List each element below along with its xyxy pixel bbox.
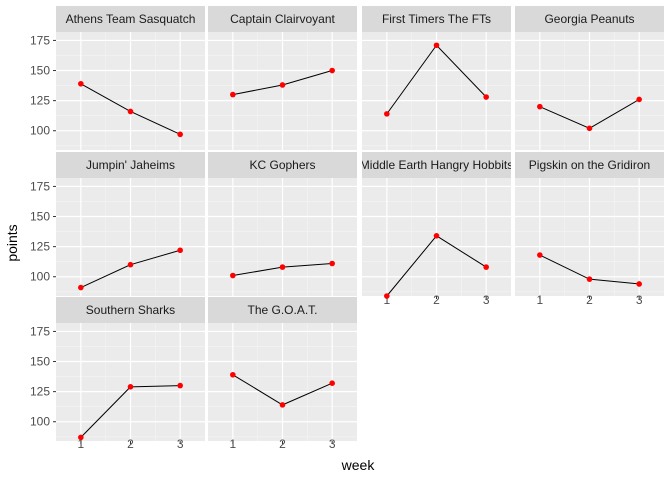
facet-panel: Athens Team Sasquatch 100 125 150 175 (30, 6, 205, 150)
facet-panel: Georgia Peanuts (515, 6, 664, 150)
data-point (127, 261, 134, 268)
data-point (586, 125, 593, 132)
y-tick-label: 125 (30, 240, 50, 254)
data-point (230, 371, 236, 378)
x-tick-label: 3 (483, 293, 490, 307)
facet-strip-label: Jumpin' Jaheims (86, 158, 175, 172)
y-tick-label: 175 (30, 179, 50, 193)
x-tick-label: 1 (536, 293, 543, 307)
facet-strip-label: First Timers The FTs (382, 12, 491, 26)
y-tick-label: 125 (30, 94, 50, 108)
data-point (279, 82, 286, 88)
facet-panel: Southern Sharks 100 125 150 175 1 2 3 (30, 297, 205, 451)
y-tick-label: 125 (30, 385, 50, 399)
data-point (177, 382, 183, 389)
data-point (78, 284, 84, 291)
data-point (586, 276, 593, 282)
x-tick-label: 2 (586, 293, 593, 307)
facet-panel: KC Gophers (208, 152, 357, 296)
facet-strip (56, 152, 205, 178)
facet-strip (208, 6, 357, 32)
data-point (384, 293, 390, 299)
data-point (177, 131, 183, 138)
y-axis-title: points (4, 224, 20, 261)
y-tick-label: 150 (30, 64, 50, 78)
facet-panels: Athens Team Sasquatch 100 125 150 175 Captain… (30, 6, 664, 451)
facet-strip-label: Athens Team Sasquatch (66, 12, 196, 26)
x-tick-label: 3 (177, 437, 184, 451)
x-tick-label: 3 (329, 437, 336, 451)
data-point (78, 80, 84, 87)
x-tick-label: 1 (77, 437, 84, 451)
x-tick-label: 2 (433, 293, 440, 307)
y-tick-label: 100 (30, 415, 50, 429)
y-tick-label: 175 (30, 33, 50, 47)
data-point (127, 108, 134, 115)
x-tick-label: 1 (229, 437, 236, 451)
facet-strip (515, 152, 664, 178)
facet-strip (56, 297, 205, 323)
data-point (230, 272, 236, 279)
x-tick-label: 2 (279, 437, 286, 451)
data-point (177, 247, 183, 254)
data-point (279, 402, 286, 408)
data-point (537, 252, 543, 258)
data-point (329, 67, 335, 74)
facet-panel: Middle Earth Hangry Hobbits 1 2 3 (360, 152, 513, 307)
data-point (483, 264, 489, 270)
data-point (127, 384, 134, 390)
facet-strip-label: The G.O.A.T. (247, 303, 317, 317)
facet-strip (362, 152, 511, 178)
data-point (433, 42, 440, 49)
facet-strip (515, 6, 664, 32)
data-point (384, 111, 390, 117)
facet-panel: Captain Clairvoyant (208, 6, 357, 150)
data-point (329, 380, 335, 387)
data-point (230, 91, 236, 98)
facet-strip (362, 6, 511, 32)
x-tick-label: 2 (127, 437, 134, 451)
y-tick-label: 150 (30, 355, 50, 369)
data-point (433, 232, 440, 239)
x-axis-title: week (341, 457, 376, 473)
y-tick-label: 100 (30, 124, 50, 138)
facet-panel: Jumpin' Jaheims 100 125 150 175 (30, 152, 205, 296)
facet-panel: Pigskin on the Gridiron 1 2 3 (515, 152, 664, 307)
data-point (279, 264, 286, 270)
facet-strip-label: Georgia Peanuts (544, 12, 634, 26)
facet-panel: The G.O.A.T. 1 2 3 (208, 297, 357, 451)
facet-strip-label: Middle Earth Hangry Hobbits (360, 158, 513, 172)
facet-strip (208, 152, 357, 178)
facet-strip-label: KC Gophers (249, 158, 315, 172)
y-tick-label: 150 (30, 210, 50, 224)
facet-strip-label: Pigskin on the Gridiron (529, 158, 650, 172)
facet-panel: First Timers The FTs (362, 6, 511, 150)
x-tick-label: 1 (383, 293, 390, 307)
facet-strip-label: Captain Clairvoyant (230, 12, 335, 26)
facet-strip-label: Southern Sharks (86, 303, 175, 317)
y-tick-label: 100 (30, 270, 50, 284)
data-point (329, 260, 335, 267)
facet-strip (56, 6, 205, 32)
x-tick-label: 3 (636, 293, 643, 307)
data-point (636, 281, 642, 287)
data-point (483, 94, 489, 100)
data-point (636, 96, 642, 103)
y-tick-label: 175 (30, 324, 50, 338)
facet-strip (208, 297, 357, 323)
data-point (78, 434, 84, 441)
data-point (537, 103, 543, 110)
